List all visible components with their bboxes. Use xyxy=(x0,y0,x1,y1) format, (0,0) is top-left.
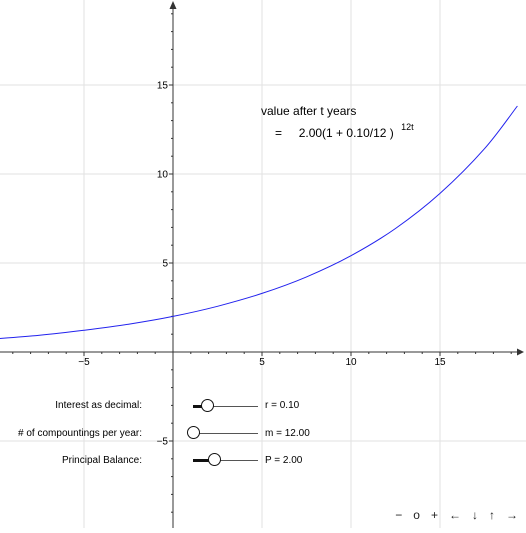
pan-left-button[interactable]: ← xyxy=(449,508,461,522)
slider-principal-label: Principal Balance: xyxy=(61,455,142,466)
formula-exponent: 12t xyxy=(401,122,414,132)
x-axis-arrow xyxy=(517,348,524,356)
function-curve[interactable] xyxy=(0,105,518,339)
x-tick-label: 5 xyxy=(259,357,265,368)
y-tick-label: 15 xyxy=(157,81,169,92)
slider-compoundings-track[interactable] xyxy=(193,433,258,434)
slider-interest-knob[interactable] xyxy=(201,399,215,412)
reset-view-button[interactable]: o xyxy=(413,508,420,522)
formula-expression: 2.00(1 + 0.10/12 ) xyxy=(298,126,394,140)
slider-interest-value: r = 0.10 xyxy=(265,400,300,411)
formula-line-2: = 2.00(1 + 0.10/12 ) 12t xyxy=(261,119,414,141)
formula-line-1: value after t years xyxy=(261,104,357,118)
zoom-in-button[interactable]: + xyxy=(430,508,438,522)
slider-interest-track[interactable] xyxy=(193,406,258,407)
slider-interest-fill xyxy=(193,405,208,408)
y-axis-arrow xyxy=(169,1,177,9)
formula-text: value after t years = 2.00(1 + 0.10/12 )… xyxy=(261,103,414,141)
pan-down-button[interactable]: ↓ xyxy=(472,508,478,522)
slider-compoundings-knob[interactable] xyxy=(186,426,200,439)
pan-right-button[interactable]: → xyxy=(506,508,518,522)
x-tick-label: −5 xyxy=(78,357,90,368)
slider-compoundings-value: m = 12.00 xyxy=(265,428,310,439)
y-tick-label: 10 xyxy=(157,170,169,181)
tick-labels: −5 5 10 15 −5 5 10 15 xyxy=(78,81,446,448)
slider-principal-value: P = 2.00 xyxy=(265,455,303,466)
slider-principal-track[interactable] xyxy=(193,460,258,461)
navigation-bar: − o + ← ↓ ↑ → xyxy=(395,508,518,522)
formula-equals: = xyxy=(275,126,283,140)
pan-up-button[interactable]: ↑ xyxy=(489,508,495,522)
y-tick-label: 5 xyxy=(162,259,168,270)
x-tick-label: 10 xyxy=(345,357,357,368)
slider-principal-knob[interactable] xyxy=(207,453,221,466)
slider-principal-fill xyxy=(193,459,215,462)
slider-compoundings-label: # of compountings per year: xyxy=(18,428,142,439)
x-tick-label: 15 xyxy=(434,357,446,368)
zoom-out-button[interactable]: − xyxy=(395,508,403,522)
slider-interest-label: Interest as decimal: xyxy=(55,400,142,411)
y-tick-label: −5 xyxy=(157,437,169,448)
exponential-curve[interactable] xyxy=(0,105,518,339)
